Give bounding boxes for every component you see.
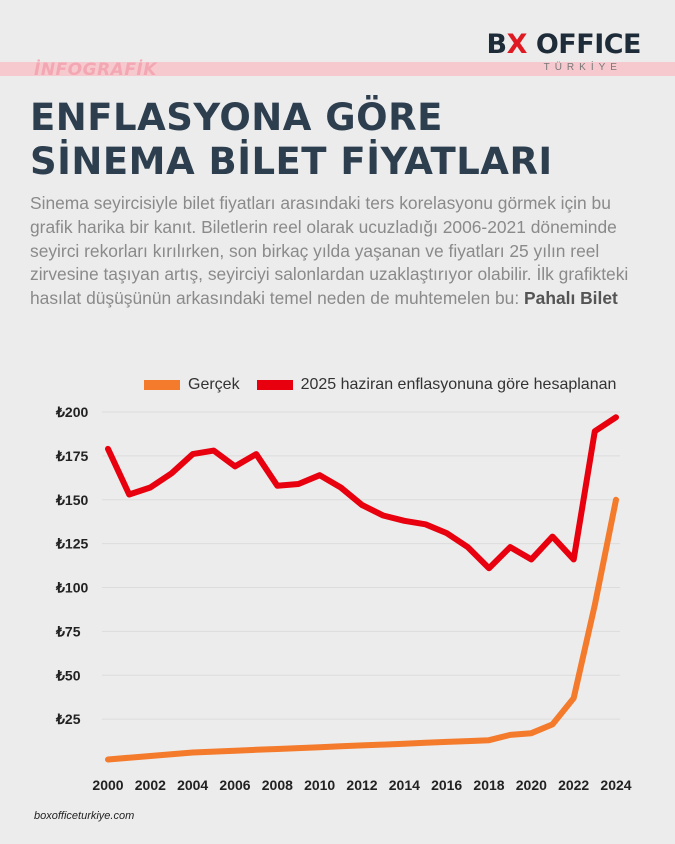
y-tick-label: ₺150 <box>55 492 88 508</box>
x-tick-label: 2024 <box>600 777 631 793</box>
y-tick-label: ₺50 <box>55 667 81 683</box>
x-tick-label: 2016 <box>431 777 462 793</box>
logo-b: B <box>486 29 508 60</box>
source-footer: boxofficeturkiye.com <box>34 810 135 822</box>
page-title: ENFLASYONA GÖRE SİNEMA BİLET FİYATLARI <box>30 96 553 184</box>
chart-legend: Gerçek 2025 haziran enflasyonuna göre he… <box>144 376 633 394</box>
x-tick-label: 2012 <box>346 777 377 793</box>
logo-subtitle: TÜRKİYE <box>543 62 622 73</box>
series-line-real <box>105 496 619 763</box>
legend-label-inflation: 2025 haziran enflasyonuna göre hesaplana… <box>300 376 617 393</box>
infographic-tag: İNFOGRAFİK <box>34 60 157 80</box>
y-tick-label: ₺75 <box>55 623 81 639</box>
x-tick-label: 2006 <box>219 777 250 793</box>
y-tick-label: ₺100 <box>55 580 88 596</box>
y-tick-label: ₺175 <box>55 448 88 464</box>
x-tick-label: 2004 <box>177 777 208 793</box>
legend-item-real: Gerçek <box>144 376 240 394</box>
header-band <box>0 62 675 76</box>
y-tick-label: ₺125 <box>55 536 88 552</box>
description-text: Sinema seyircisiyle bilet fiyatları aras… <box>30 193 629 309</box>
legend-swatch-inflation <box>256 380 293 390</box>
logo-office: OFFICE <box>526 29 642 60</box>
x-tick-label: 2018 <box>473 777 504 793</box>
title-line-1: ENFLASYONA GÖRE <box>30 96 443 139</box>
line-chart: ₺25 ₺50 ₺75 ₺100 ₺125 ₺150 ₺175 ₺200 2000 2002 200… <box>55 404 632 793</box>
description-highlight: Pahalı Bilet <box>524 288 618 309</box>
logo-wordmark: BX OFFICE <box>486 29 642 60</box>
x-tick-label: 2002 <box>135 777 166 793</box>
legend-label-real: Gerçek <box>188 376 240 393</box>
description: Sinema seyircisiyle bilet fiyatları aras… <box>30 192 650 311</box>
logo: BX OFFICE TÜRKİYE <box>486 29 642 74</box>
x-tick-label: 2022 <box>558 777 589 793</box>
title-line-2: SİNEMA BİLET FİYATLARI <box>30 140 553 183</box>
y-tick-label: ₺25 <box>55 711 81 727</box>
legend-item-inflation: 2025 haziran enflasyonuna göre hesaplana… <box>256 376 617 394</box>
legend-swatch-real <box>144 380 180 390</box>
y-tick-label: ₺200 <box>55 404 88 420</box>
logo-x: X <box>506 29 528 60</box>
series-line-inflation <box>105 414 619 572</box>
x-tick-label: 2008 <box>262 777 293 793</box>
x-tick-label: 2020 <box>516 777 547 793</box>
x-tick-label: 2010 <box>304 777 335 793</box>
x-tick-label: 2000 <box>92 777 123 793</box>
x-tick-label: 2014 <box>389 777 420 793</box>
